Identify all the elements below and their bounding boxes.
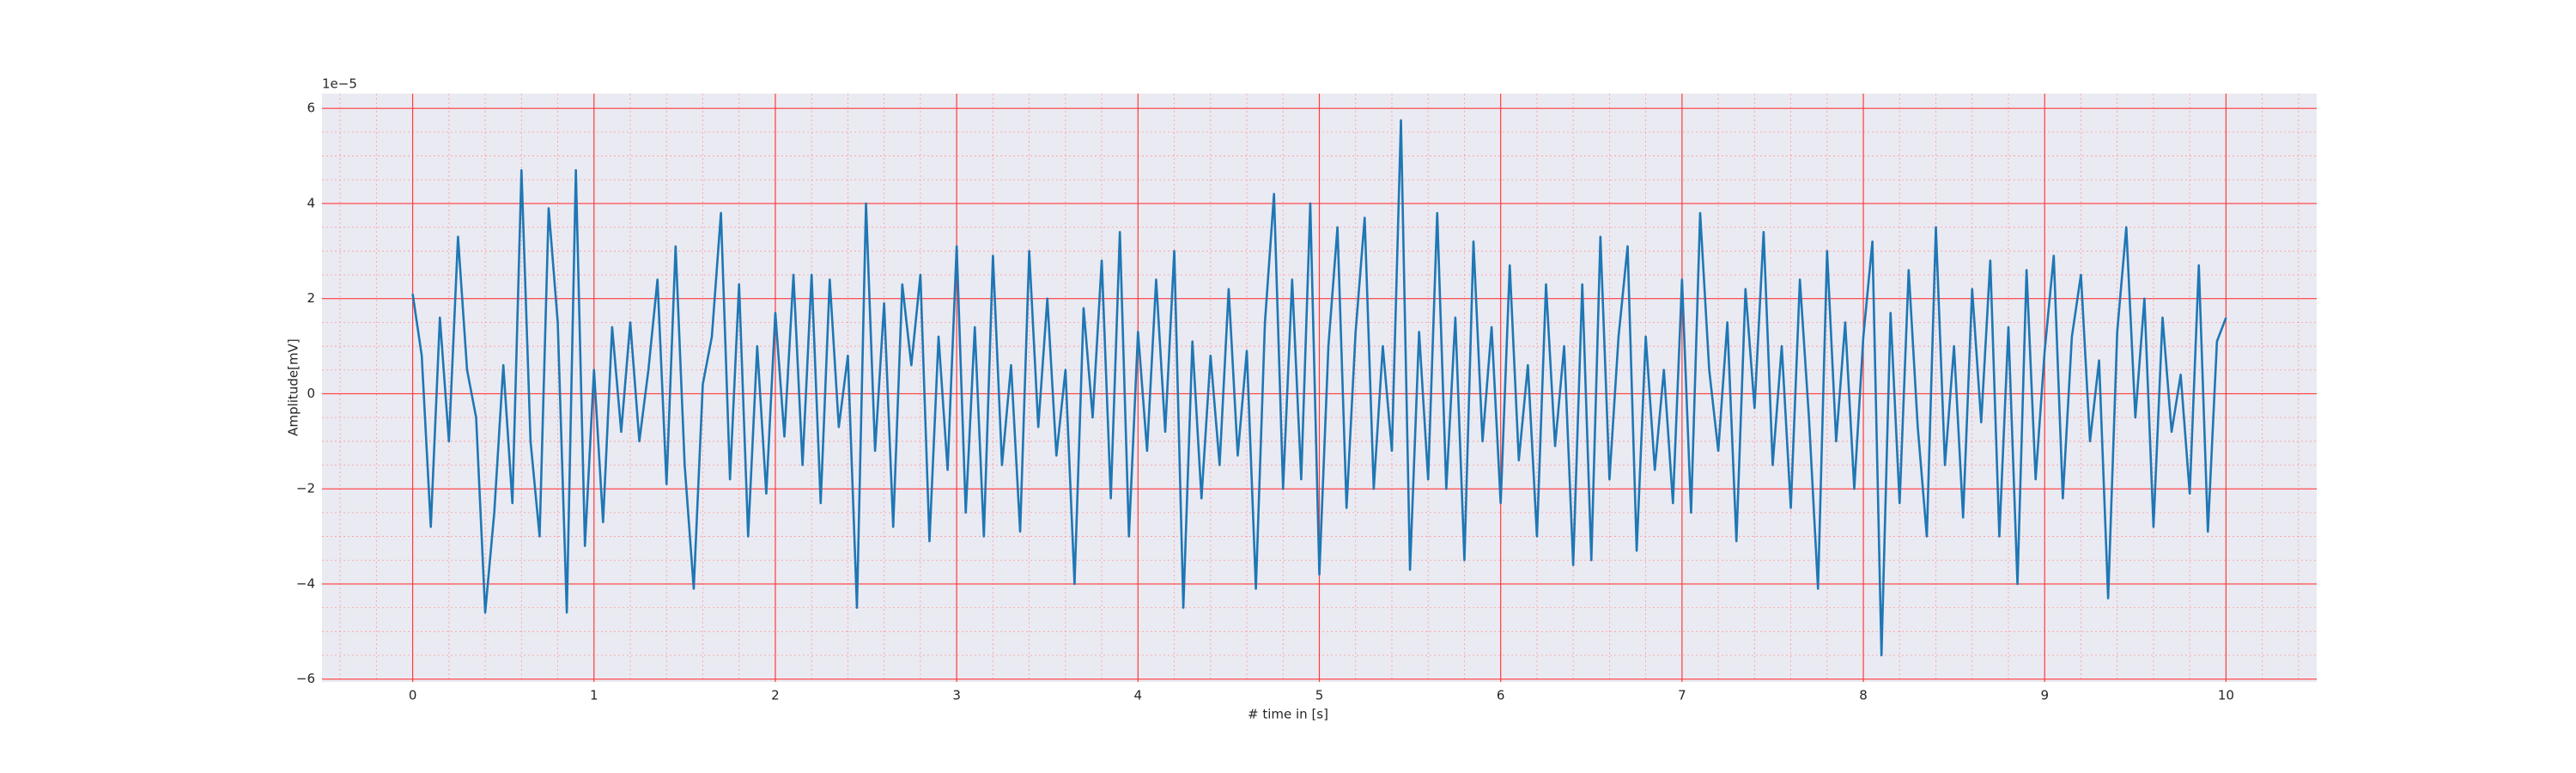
x-tick-label: 7	[1678, 688, 1686, 703]
plot	[411, 119, 2227, 657]
y-axis-label: Amplitude[mV]	[286, 338, 301, 435]
x-tick-label: 3	[952, 688, 961, 703]
x-tick-label: 5	[1315, 688, 1324, 703]
x-tick-label: 1	[590, 688, 598, 703]
x-tick-label: 6	[1497, 688, 1505, 703]
signal-line	[411, 119, 2227, 657]
x-tick-label: 0	[409, 688, 417, 703]
y-tick-label: 6	[307, 100, 315, 116]
x-tick-label: 4	[1134, 688, 1143, 703]
y-tick-label: −6	[296, 671, 315, 686]
y-tick-label: 0	[307, 386, 315, 401]
x-tick-label: 9	[2040, 688, 2049, 703]
y-tick-label: −4	[296, 575, 315, 591]
x-tick-label: 8	[1859, 688, 1868, 703]
x-axis-label: # time in [s]	[1248, 707, 1328, 722]
y-offset-label: 1e−5	[322, 76, 357, 92]
x-tick-label: 10	[2218, 688, 2234, 703]
y-tick-label: −2	[296, 481, 315, 496]
y-tick-label: 4	[307, 195, 315, 210]
y-tick-label: 2	[307, 290, 315, 306]
x-tick-label: 2	[771, 688, 780, 703]
